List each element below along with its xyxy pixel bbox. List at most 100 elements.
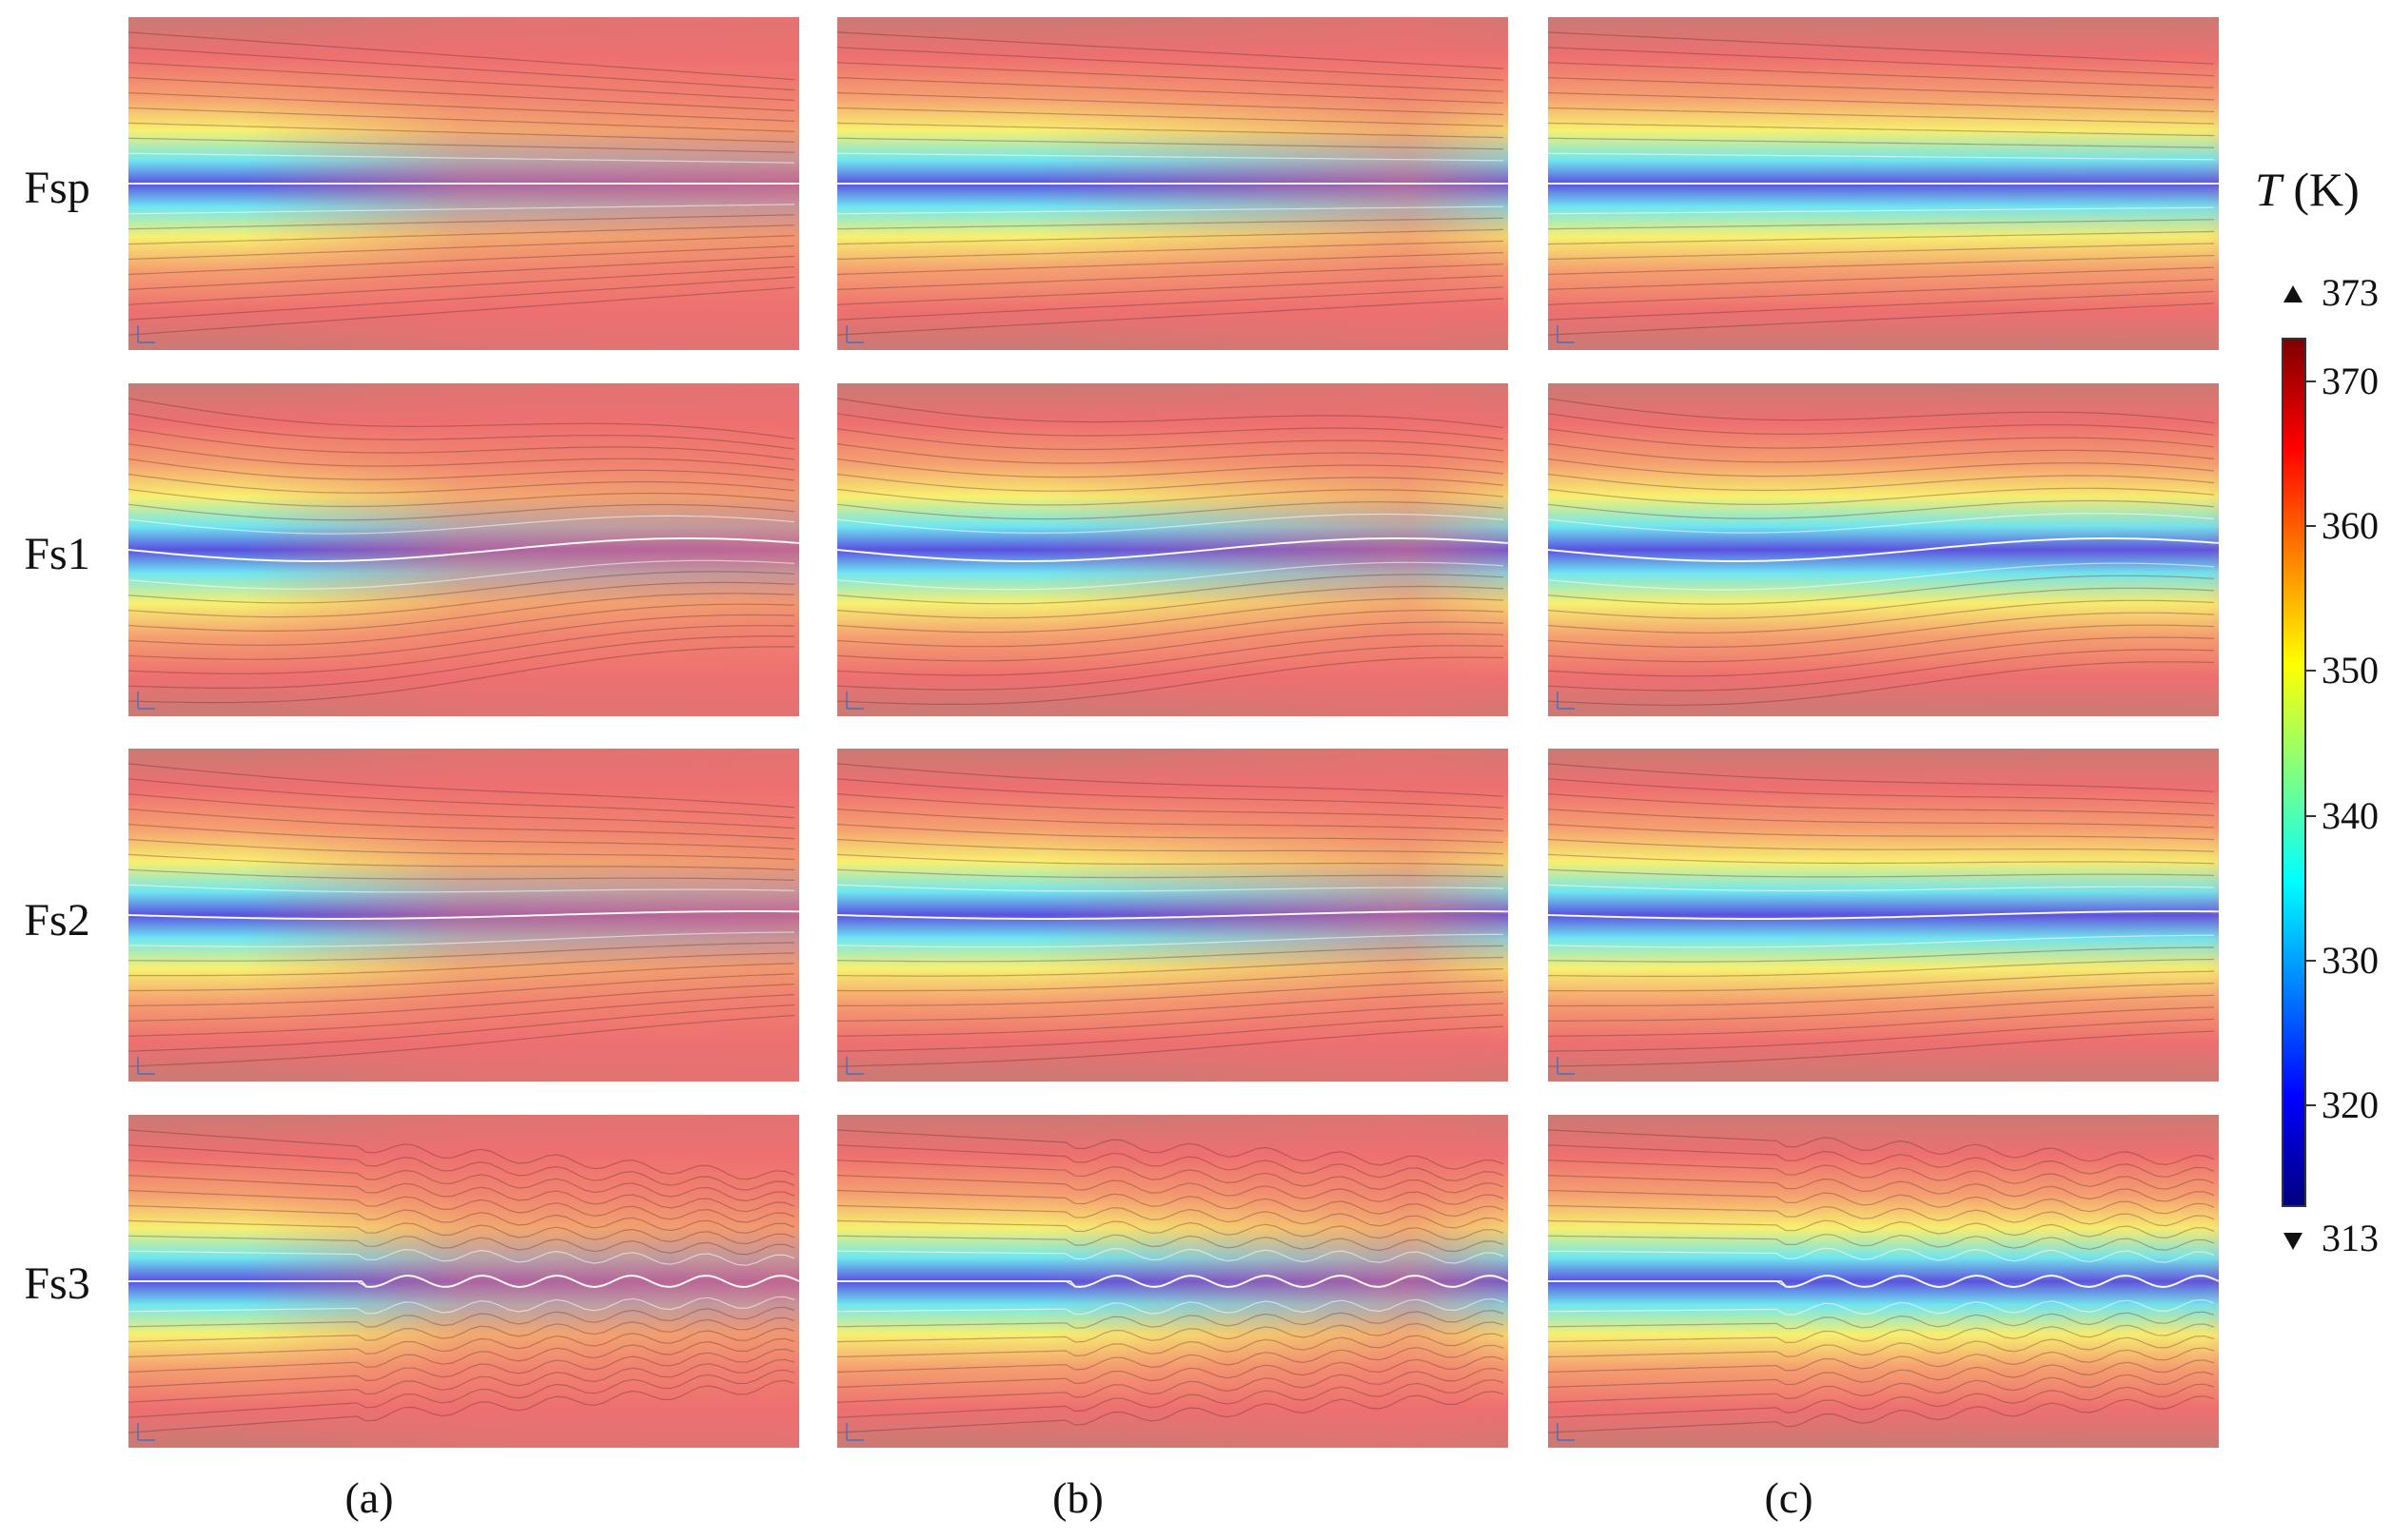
contour-line <box>128 428 795 460</box>
contour-line <box>1548 562 2215 591</box>
colorbar-tick <box>2306 814 2316 817</box>
contour-line <box>1548 458 2215 478</box>
colorbar-tick-label: 320 <box>2322 1083 2379 1127</box>
contour-line <box>128 793 795 829</box>
contour-line <box>837 1355 1504 1388</box>
contour-line <box>128 952 795 977</box>
contour-line <box>128 593 795 632</box>
colorbar-tick <box>2306 670 2316 673</box>
contour-line <box>128 963 795 992</box>
contour-line <box>837 809 1504 832</box>
contour-line <box>837 597 1504 634</box>
contour-line <box>1548 853 2215 865</box>
colorbar <box>2282 338 2306 1207</box>
contour-line <box>1548 243 2215 261</box>
axis-triad-icon <box>1557 1423 1575 1441</box>
contour-line <box>837 968 1504 992</box>
contour-line <box>837 77 1504 104</box>
contour-line <box>128 152 795 164</box>
contour-line <box>837 609 1504 648</box>
colorbar-tick <box>2306 960 2316 963</box>
axis-triad-icon <box>1557 325 1575 343</box>
colorbar-tick-label: 370 <box>2322 359 2379 402</box>
colorbar-tick-label: 360 <box>2322 504 2379 548</box>
axis-triad-icon <box>137 1423 155 1441</box>
contour-line <box>128 931 795 947</box>
contour-line <box>128 91 795 122</box>
temperature-panel-fs2-b <box>837 749 1508 1082</box>
centerline <box>1548 910 2219 920</box>
contour-line <box>1548 868 2215 878</box>
axis-triad-icon <box>137 325 155 343</box>
temperature-field-warm-overlay <box>1548 383 2219 716</box>
contour-line <box>837 275 1504 305</box>
contour-line <box>1548 1371 2215 1403</box>
contour-line <box>128 809 795 840</box>
column-label-c: (c) <box>1764 1473 1813 1522</box>
contour-line <box>128 973 795 1007</box>
contour-line <box>128 62 795 102</box>
contour-line <box>128 1235 795 1256</box>
contour-line <box>128 994 795 1037</box>
contour-line <box>128 1204 795 1234</box>
contour-line <box>837 31 1504 69</box>
axis-triad-icon <box>846 325 864 343</box>
contour-line <box>128 122 795 143</box>
contour-line <box>1548 1175 2215 1202</box>
contour-line <box>837 1189 1504 1218</box>
contour-line <box>837 428 1504 452</box>
contour-line <box>1548 255 2215 276</box>
contour-line <box>1548 1129 2215 1166</box>
contour-line <box>128 625 795 674</box>
colorbar-title-symbol: T <box>2255 163 2282 216</box>
contour-line <box>1548 1030 2215 1067</box>
contour-line <box>1548 77 2215 101</box>
contour-line <box>1548 612 2215 648</box>
contour-line <box>128 646 794 704</box>
temperature-panel-fs1-c <box>1548 383 2219 716</box>
row-label-fs2: Fs2 <box>24 895 90 945</box>
axis-triad-icon <box>1557 1057 1575 1075</box>
contour-line <box>837 823 1504 844</box>
temperature-field-warm-overlay <box>837 749 1508 1082</box>
contour-line <box>837 574 1504 605</box>
temperature-panel-fsp-c <box>1548 17 2219 350</box>
temperature-panel-fsp-a <box>128 17 799 350</box>
contour-line <box>837 205 1504 215</box>
axis-triad-icon <box>1557 692 1575 710</box>
contour-line <box>1548 599 2215 634</box>
contour-line <box>1548 793 2215 816</box>
contour-line <box>837 298 1504 336</box>
contour-line <box>128 1327 795 1358</box>
contour-line <box>128 1348 795 1388</box>
contour-line <box>128 1189 795 1223</box>
contour-line <box>837 980 1504 1007</box>
contour-line <box>837 62 1504 92</box>
contour-line <box>837 1175 1504 1205</box>
contour-line <box>837 107 1504 127</box>
contour-line <box>1548 152 2215 161</box>
contour-line <box>837 1014 1504 1052</box>
contour-line <box>837 263 1504 290</box>
contour-line <box>128 458 795 481</box>
colorbar-tick-label: 330 <box>2322 939 2379 983</box>
contour-line <box>128 603 795 646</box>
contour-line <box>837 91 1504 115</box>
contour-line <box>1548 47 2215 77</box>
contour-line <box>128 884 795 893</box>
temperature-field-warm-overlay <box>128 383 799 716</box>
contour-line <box>128 1369 795 1418</box>
contour-line <box>128 286 795 336</box>
contour-line <box>837 47 1504 81</box>
contour-line <box>837 838 1504 855</box>
contour-line <box>128 204 795 215</box>
contour-line <box>128 1014 795 1067</box>
centerline <box>837 537 1508 562</box>
contour-line <box>837 513 1504 534</box>
contour-line <box>837 656 1504 705</box>
contour-line <box>1548 1234 2215 1251</box>
temperature-panel-fs3-c <box>1548 1115 2219 1448</box>
contour-line <box>837 228 1504 245</box>
contour-line <box>1548 1189 2215 1215</box>
contour-line <box>128 1296 795 1315</box>
